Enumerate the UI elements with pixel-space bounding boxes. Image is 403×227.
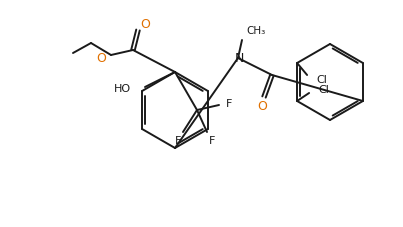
Text: O: O [257,101,267,114]
Text: F: F [209,136,215,146]
Text: N: N [234,52,244,64]
Text: F: F [175,136,181,146]
Text: O: O [96,52,106,64]
Text: HO: HO [114,84,131,94]
Text: F: F [226,99,233,109]
Text: Cl: Cl [316,75,327,85]
Text: O: O [140,18,150,32]
Text: Cl: Cl [318,85,329,95]
Text: CH₃: CH₃ [246,26,265,36]
